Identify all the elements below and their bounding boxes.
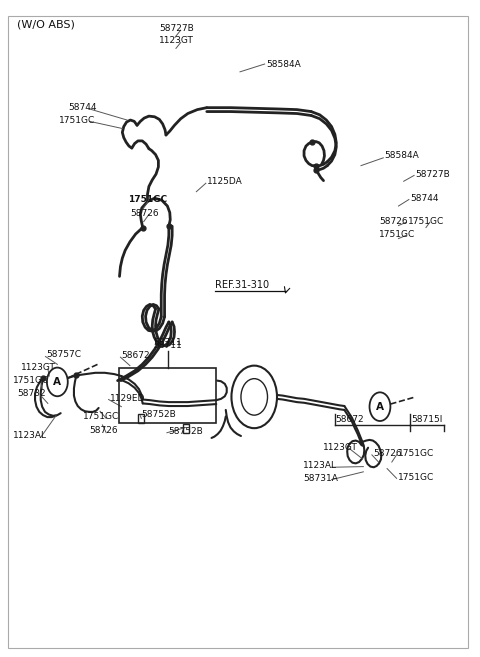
Text: 58732: 58732 <box>17 389 46 398</box>
Text: 58726: 58726 <box>373 449 401 458</box>
Text: 58757C: 58757C <box>47 350 82 359</box>
Text: 1123AL: 1123AL <box>303 461 337 470</box>
Text: 1751GC: 1751GC <box>13 376 49 385</box>
Text: 58744: 58744 <box>410 194 438 203</box>
Text: 1123GT: 1123GT <box>159 36 194 45</box>
Text: A: A <box>376 401 384 412</box>
Text: A: A <box>53 377 61 387</box>
Bar <box>119 367 216 423</box>
Text: 58726: 58726 <box>379 217 408 225</box>
Text: 1751GC: 1751GC <box>129 195 168 204</box>
Text: 58752B: 58752B <box>141 410 176 419</box>
Text: 58727B: 58727B <box>159 24 194 33</box>
Text: 1751GC: 1751GC <box>379 229 415 238</box>
Text: 1123AL: 1123AL <box>13 432 47 440</box>
Text: 58584A: 58584A <box>384 151 420 160</box>
Text: (W/O ABS): (W/O ABS) <box>17 19 75 29</box>
Text: 58672: 58672 <box>335 415 363 424</box>
Text: 1123GT: 1123GT <box>21 363 56 372</box>
Text: 58727B: 58727B <box>416 170 450 179</box>
Text: 1751GC: 1751GC <box>408 217 444 225</box>
Bar <box>138 415 144 423</box>
Text: 58715I: 58715I <box>412 415 443 424</box>
Text: 58711: 58711 <box>154 341 182 350</box>
Text: 58752B: 58752B <box>168 427 203 436</box>
Bar <box>183 424 189 433</box>
Text: 1129ED: 1129ED <box>109 394 145 403</box>
Text: 58584A: 58584A <box>266 60 301 68</box>
Text: 1125DA: 1125DA <box>207 177 242 187</box>
Text: 1751GC: 1751GC <box>397 472 434 482</box>
Text: 58672: 58672 <box>121 351 150 360</box>
Text: 1751GC: 1751GC <box>397 449 434 458</box>
Text: 1751GC: 1751GC <box>59 116 95 125</box>
Text: 58731A: 58731A <box>303 474 338 483</box>
Text: 58726: 58726 <box>130 209 158 217</box>
Text: 1751GC: 1751GC <box>84 412 120 421</box>
Text: REF.31-310: REF.31-310 <box>216 280 269 290</box>
Text: 58744: 58744 <box>68 102 97 112</box>
Text: 1123GT: 1123GT <box>323 443 358 451</box>
Text: 58726: 58726 <box>89 426 118 436</box>
Text: 58711: 58711 <box>154 338 182 347</box>
